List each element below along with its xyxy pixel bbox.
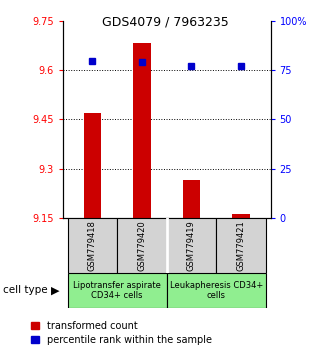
- Bar: [68, 273, 167, 308]
- Text: GSM779421: GSM779421: [236, 220, 246, 270]
- Bar: [167, 218, 216, 273]
- Text: Leukapheresis CD34+
cells: Leukapheresis CD34+ cells: [170, 281, 263, 300]
- Text: Lipotransfer aspirate
CD34+ cells: Lipotransfer aspirate CD34+ cells: [73, 281, 161, 300]
- Text: GSM779418: GSM779418: [88, 220, 97, 270]
- Bar: [133, 42, 150, 218]
- Bar: [84, 113, 101, 218]
- Text: GDS4079 / 7963235: GDS4079 / 7963235: [102, 16, 228, 29]
- Text: ▶: ▶: [51, 285, 60, 295]
- Legend: transformed count, percentile rank within the sample: transformed count, percentile rank withi…: [31, 321, 212, 345]
- Text: cell type: cell type: [3, 285, 48, 295]
- Bar: [167, 273, 266, 308]
- Bar: [183, 180, 200, 218]
- Text: GSM779419: GSM779419: [187, 220, 196, 270]
- Bar: [232, 214, 249, 218]
- Bar: [216, 218, 266, 273]
- Bar: [68, 218, 117, 273]
- Bar: [117, 218, 167, 273]
- Text: GSM779420: GSM779420: [137, 220, 147, 270]
